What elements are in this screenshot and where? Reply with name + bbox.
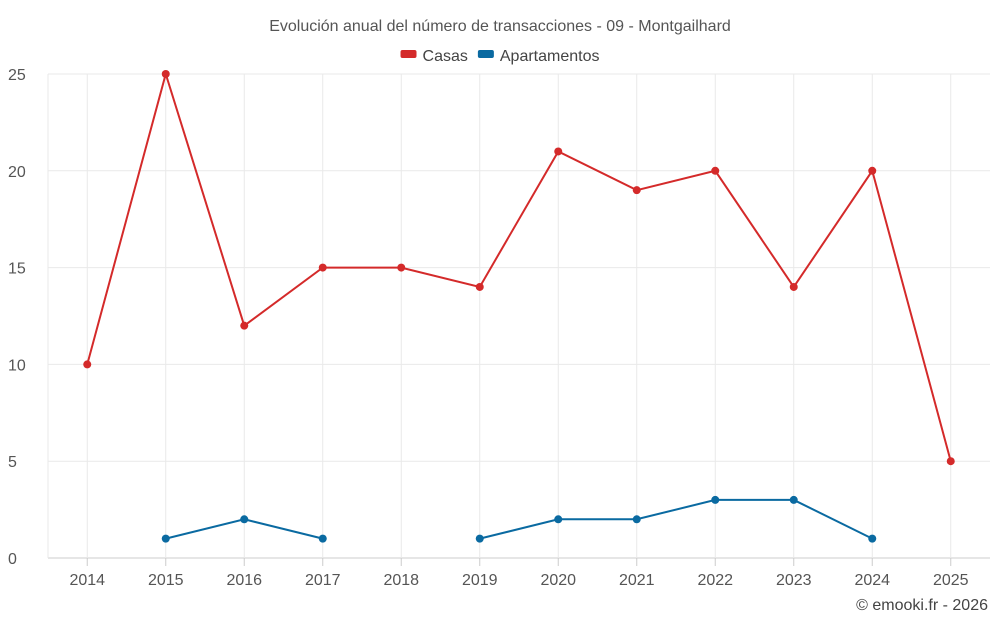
data-point-apartamentos[interactable]	[789, 495, 798, 504]
y-tick-label: 25	[8, 67, 26, 84]
y-tick-label: 5	[8, 454, 17, 471]
data-point-apartamentos[interactable]	[240, 515, 249, 524]
legend-swatch	[400, 50, 417, 58]
data-point-casas[interactable]	[946, 457, 955, 466]
x-tick-label: 2024	[854, 572, 890, 589]
x-tick-label: 2016	[226, 572, 262, 589]
x-axis-ticks: 2014 2015 2016 2017 2018 2019 2020 2021 2022 2023…	[69, 558, 969, 589]
y-axis-ticks: 0 5 10 15 20 25	[8, 67, 26, 568]
grid-lines	[47, 73, 990, 559]
credit-text: © emooki.fr - 2026	[856, 597, 988, 614]
data-point-apartamentos[interactable]	[711, 495, 720, 504]
data-point-apartamentos[interactable]	[161, 534, 170, 543]
data-point-casas[interactable]	[632, 186, 641, 195]
y-tick-label: 15	[8, 261, 26, 278]
series-layer	[83, 70, 955, 543]
data-point-apartamentos[interactable]	[475, 534, 484, 543]
x-tick-label: 2018	[383, 572, 419, 589]
y-tick-label: 20	[8, 164, 26, 181]
x-tick-label: 2025	[933, 572, 969, 589]
x-tick-label: 2015	[148, 572, 184, 589]
x-tick-label: 2021	[619, 572, 655, 589]
data-point-apartamentos[interactable]	[632, 515, 641, 524]
x-tick-label: 2020	[540, 572, 576, 589]
x-tick-label: 2019	[462, 572, 498, 589]
x-tick-label: 2022	[697, 572, 733, 589]
legend-label: Casas	[423, 48, 468, 65]
data-point-casas[interactable]	[83, 360, 92, 369]
legend-item-apartamentos[interactable]: Apartamentos	[477, 48, 600, 65]
data-point-casas[interactable]	[711, 166, 720, 175]
y-tick-label: 0	[8, 551, 17, 568]
data-point-apartamentos[interactable]	[868, 534, 877, 543]
legend-item-casas[interactable]: Casas	[400, 48, 468, 65]
y-tick-label: 10	[8, 357, 26, 374]
legend-label: Apartamentos	[500, 48, 600, 65]
chart-title: Evolución anual del número de transaccio…	[269, 18, 731, 35]
x-tick-label: 2017	[305, 572, 341, 589]
data-point-casas[interactable]	[789, 282, 798, 291]
data-point-casas[interactable]	[240, 321, 249, 330]
series-line-apartamentos	[479, 498, 873, 540]
x-tick-label: 2014	[69, 572, 105, 589]
legend-swatch	[477, 50, 494, 58]
data-point-casas[interactable]	[868, 166, 877, 175]
series-line-casas	[86, 70, 952, 462]
data-point-apartamentos[interactable]	[318, 534, 327, 543]
data-point-casas[interactable]	[475, 282, 484, 291]
data-point-casas[interactable]	[161, 70, 170, 78]
data-point-casas[interactable]	[554, 147, 563, 156]
data-point-casas[interactable]	[397, 263, 406, 272]
data-point-apartamentos[interactable]	[554, 515, 563, 524]
x-tick-label: 2023	[776, 572, 812, 589]
data-point-casas[interactable]	[318, 263, 327, 272]
legend[interactable]: Casas Apartamentos	[400, 48, 600, 65]
